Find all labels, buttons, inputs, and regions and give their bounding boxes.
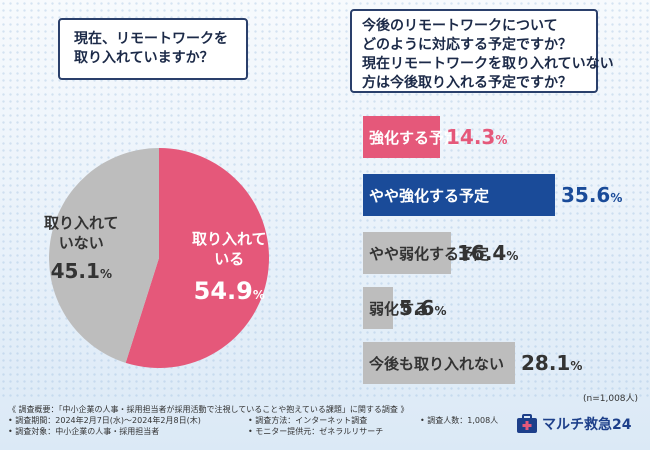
bar-label: やや強化する予定	[369, 186, 490, 205]
footer-count: • 調査人数：1,008人	[420, 416, 499, 425]
briefcase-cross-icon	[517, 414, 537, 433]
bar-value: 5.6%	[393, 296, 446, 320]
bar-row: 強化する予定 14.3%	[363, 116, 507, 158]
bar-row: 今後も取り入れない 28.1%	[363, 342, 582, 384]
footer-period: • 調査期間：2024年2月7日(水)～2024年2月8日(木)	[8, 416, 201, 425]
bar-value-unit: %	[495, 133, 508, 147]
bar-row: やや弱化する予定 16.4%	[363, 232, 518, 274]
footer-overview: 《 調査概要：「中小企業の人事・採用担当者が採用活動で注視していることや抱えてい…	[8, 405, 409, 414]
pie-label-yes-line: 取り入れて	[192, 230, 267, 248]
bar-value-unit: %	[570, 359, 583, 373]
pie-value-no-unit: %	[99, 267, 112, 281]
bar-value-number: 28.1	[521, 351, 571, 375]
bar-value-number: 35.6	[561, 183, 611, 207]
bar-value-unit: %	[434, 304, 447, 318]
pie-label-no-line: いない	[58, 234, 104, 252]
footer-provider: • モニター提供元：ゼネラルリサーチ	[248, 427, 384, 436]
right-question-line: 方は今後取り入れる予定ですか？	[362, 75, 572, 91]
left-question-box: 現在、リモートワークを 取り入れていますか？	[58, 18, 248, 80]
sample-size-note: (n=1,008人)	[583, 394, 639, 404]
bar-value-unit: %	[610, 191, 623, 205]
pie-value-no-number: 45.1	[50, 259, 100, 283]
left-question-line: 取り入れていますか？	[74, 50, 214, 66]
pie-value-no: 45.1%	[51, 259, 112, 283]
pie-label-no-line: 取り入れて	[44, 214, 119, 232]
survey-footer: 《 調査概要：「中小企業の人事・採用担当者が採用活動で注視していることや抱えてい…	[8, 404, 508, 437]
right-question-line: 現在リモートワークを取り入れていない	[362, 56, 614, 72]
pie-value-yes-number: 54.9	[193, 277, 253, 305]
bar-value: 14.3%	[440, 125, 507, 149]
right-question-line: 今後のリモートワークについて	[362, 18, 558, 34]
pie-value-yes: 54.9%	[194, 277, 265, 305]
left-question-line: 現在、リモートワークを	[74, 31, 228, 47]
footer-line: • 調査期間：2024年2月7日(水)～2024年2月8日(木) • 調査方法：…	[8, 415, 508, 426]
bar-row: やや強化する予定 35.6%	[363, 174, 622, 216]
bar-value-number: 16.4	[457, 241, 507, 265]
bar-value-number: 5.6	[399, 296, 435, 320]
right-question-line: どのように対応する予定ですか？	[362, 37, 572, 53]
bar: やや弱化する予定	[363, 232, 489, 274]
bar-value-number: 14.3	[446, 125, 496, 149]
pie-label-yes-line: いる	[214, 250, 245, 268]
pie-slice-no	[49, 148, 159, 363]
pie-slice-yes	[125, 148, 270, 368]
footer-method: • 調査方法：インターネット調査	[248, 416, 368, 425]
bar-value: 28.1%	[515, 351, 582, 375]
bar-value: 35.6%	[555, 183, 622, 207]
pie-value-yes-unit: %	[252, 288, 265, 302]
bar: 弱化する	[363, 287, 429, 329]
footer-line: 《 調査概要：「中小企業の人事・採用担当者が採用活動で注視していることや抱えてい…	[8, 404, 508, 415]
bar-label: 弱化する	[369, 299, 430, 318]
bar-label: 今後も取り入れない	[369, 354, 505, 373]
right-question-box: 今後のリモートワークについて どのように対応する予定ですか？ 現在リモートワーク…	[350, 9, 614, 93]
bar-label: 強化する予定	[369, 128, 460, 147]
logo-text: マルチ救急24	[542, 417, 632, 433]
footer-target: • 調査対象：中小企業の人事・採用担当者	[8, 427, 160, 436]
bar-label: やや弱化する予定	[369, 244, 490, 263]
company-logo: マルチ救急24	[516, 414, 631, 434]
footer-line: • 調査対象：中小企業の人事・採用担当者 • モニター提供元：ゼネラルリサーチ	[8, 426, 508, 437]
bar-value: 16.4%	[451, 241, 518, 265]
pie-label-no: 取り入れて いない 45.1%	[44, 213, 119, 283]
bar-value-unit: %	[506, 249, 519, 263]
bar: やや強化する予定	[363, 174, 555, 216]
bar: 強化する予定	[363, 116, 459, 158]
pie-label-yes: 取り入れて いる 54.9%	[192, 229, 267, 305]
bar-row: 弱化する 5.6%	[363, 287, 446, 329]
pie-chart	[49, 148, 270, 368]
bar: 今後も取り入れない	[363, 342, 515, 384]
